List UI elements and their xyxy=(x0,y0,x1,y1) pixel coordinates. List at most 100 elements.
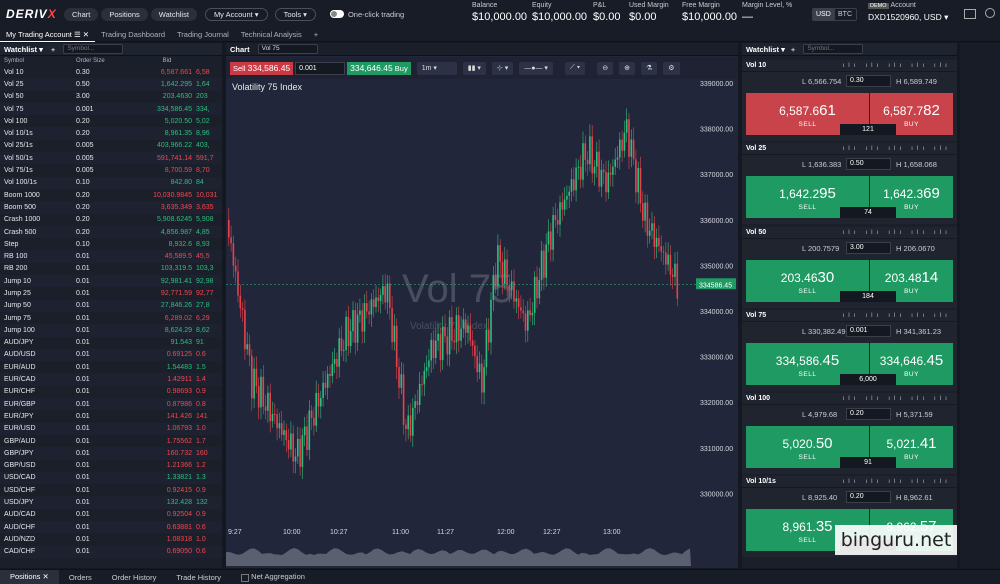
table-row[interactable]: AUD/JPY 0.01 91.543 91 xyxy=(0,336,222,349)
chart-buy-button[interactable]: 334,646.45 Buy xyxy=(347,61,411,75)
table-row[interactable]: Boom 500 0.20 3,635.349 3,635 xyxy=(0,201,222,214)
table-row[interactable]: Jump 50 0.01 27,846.26 27,8 xyxy=(0,299,222,312)
horizontal-line-icon[interactable]: —●— ▾ xyxy=(519,61,553,75)
table-row[interactable]: AUD/CHF 0.01 0.63881 0.6 xyxy=(0,520,222,534)
table-row[interactable]: EUR/JPY 0.01 141.426 141 xyxy=(0,410,222,423)
col-order-size[interactable]: Order Size xyxy=(76,58,105,64)
table-row[interactable]: Vol 10 0.30 6,587.661 6,58 xyxy=(0,66,222,79)
table-row[interactable]: EUR/CAD 0.01 1.42911 1.4 xyxy=(0,373,222,386)
my-account-menu[interactable]: My Account ▾ xyxy=(204,7,268,21)
tab-positions[interactable]: Positions ✕ xyxy=(0,570,59,584)
table-row[interactable]: EUR/AUD 0.01 1.54483 1.5 xyxy=(0,361,222,374)
add-icon[interactable]: + xyxy=(50,44,56,54)
drawing-tool-icon[interactable]: ⟋ ▾ xyxy=(564,61,586,75)
watchlist-toggle-button[interactable]: Watchlist xyxy=(150,7,197,21)
table-row[interactable]: USD/CAD 0.01 1.33821 1.3 xyxy=(0,471,222,485)
table-row[interactable]: Vol 10/1s 0.20 8,961.35 8,96 xyxy=(0,127,222,140)
chart-symbol-input[interactable]: Vol 75 xyxy=(257,44,318,54)
col-symbol[interactable]: Symbol xyxy=(4,58,25,64)
table-row[interactable]: Vol 25 0.50 1,642.295 1,64 xyxy=(0,78,222,91)
btc-currency-button[interactable]: BTC xyxy=(833,8,857,21)
card-quantity-input[interactable]: 0.20 xyxy=(846,491,891,503)
tab-trade-history[interactable]: Trade History xyxy=(176,572,222,582)
card-icons[interactable]: ılı ılı ılı ılı ılı xyxy=(842,395,951,402)
settings-icon[interactable] xyxy=(964,9,976,19)
positions-toggle-button[interactable]: Positions xyxy=(101,7,148,21)
table-row[interactable]: GBP/JPY 0.01 160.732 160 xyxy=(0,447,222,460)
card-icons[interactable]: ılı ılı ılı ılı ılı xyxy=(842,229,951,236)
table-row[interactable]: RB 100 0.01 45,589.5 45,5 xyxy=(0,250,222,263)
chart-quantity-input[interactable]: 0.001 xyxy=(295,61,346,75)
tab-my-trading-account[interactable]: My Trading Account ☰ ✕ xyxy=(0,28,96,42)
table-row[interactable]: Vol 75/1s 0.005 8,700.59 8,70 xyxy=(0,164,222,177)
volume-navigator[interactable] xyxy=(226,548,691,566)
symbol-search-input[interactable]: Symbol... xyxy=(63,44,124,54)
chart-toggle-button[interactable]: Chart xyxy=(64,7,99,21)
chart-sell-button[interactable]: Sell 334,586.45 xyxy=(230,61,294,75)
table-row[interactable]: EUR/USD 0.01 1.06793 1.0 xyxy=(0,422,222,435)
table-row[interactable]: Vol 100 0.20 5,020.50 5,02 xyxy=(0,115,222,128)
candlestick-chart[interactable]: 339000.00 338000.00 337000.00 336000.00 3350… xyxy=(226,43,738,568)
add-tab-icon[interactable]: + xyxy=(313,30,319,39)
table-row[interactable]: AUD/USD 0.01 0.69125 0.6 xyxy=(0,348,222,362)
tab-technical-analysis[interactable]: Technical Analysis xyxy=(240,30,302,39)
table-row[interactable]: Jump 75 0.01 6,289.02 6,29 xyxy=(0,311,222,325)
table-row[interactable]: USD/JPY 0.01 132.428 132 xyxy=(0,496,222,509)
card-quantity-input[interactable]: 0.20 xyxy=(846,408,891,420)
table-row[interactable]: AUD/CAD 0.01 0.92504 0.9 xyxy=(0,508,222,521)
zoom-in-icon[interactable]: ⊕ xyxy=(619,61,635,75)
net-aggregation-checkbox[interactable]: Net Aggregation xyxy=(231,572,315,582)
tab-order-history[interactable]: Order History xyxy=(111,572,157,582)
add-icon[interactable]: + xyxy=(790,44,796,54)
table-row[interactable]: Crash 500 0.20 4,856.987 4,85 xyxy=(0,225,222,239)
account-selector[interactable]: DEMO Account DXD1520960, USD ▾ xyxy=(868,2,949,22)
flask-icon[interactable]: ⚗ xyxy=(640,61,658,75)
table-row[interactable]: EUR/GBP 0.01 0.87986 0.8 xyxy=(0,398,222,411)
table-row[interactable]: CAD/CHF 0.01 0.69050 0.6 xyxy=(0,545,222,558)
indicators-icon[interactable]: ⊹ ▾ xyxy=(491,61,514,75)
tab-trading-journal[interactable]: Trading Journal xyxy=(177,30,229,39)
tab-trading-dashboard[interactable]: Trading Dashboard xyxy=(101,30,165,39)
table-row[interactable]: RB 200 0.01 103,319.5 103,3 xyxy=(0,262,222,276)
candle xyxy=(619,139,621,158)
candle-type-icon[interactable]: ▮▮ ▾ xyxy=(462,61,486,75)
tab-orders[interactable]: Orders xyxy=(68,572,92,582)
table-row[interactable]: Crash 1000 0.20 5,908.6245 5,908 xyxy=(0,213,222,226)
user-icon[interactable] xyxy=(985,8,995,18)
right-symbol-input[interactable]: Symbol... xyxy=(803,44,864,54)
deriv-logo[interactable]: DERIVX xyxy=(6,7,57,21)
timeframe-select[interactable]: 1m ▾ xyxy=(416,61,457,75)
card-icons[interactable]: ılı ılı ılı ılı ılı xyxy=(842,478,951,485)
table-row[interactable]: AUD/NZD 0.01 1.08318 1.0 xyxy=(0,533,222,546)
table-row[interactable]: Vol 25/1s 0.005 403,966.22 403, xyxy=(0,139,222,153)
card-icons[interactable]: ılı ılı ılı ılı ılı xyxy=(842,312,951,319)
table-row[interactable]: Boom 1000 0.20 10,030.9845 10,031 xyxy=(0,188,222,202)
col-bid[interactable]: Bid xyxy=(162,58,172,64)
table-row[interactable]: EUR/CHF 0.01 0.98693 0.9 xyxy=(0,385,222,399)
one-click-trading-toggle[interactable]: One-click trading xyxy=(329,10,404,19)
card-quantity-input[interactable]: 0.50 xyxy=(846,158,891,170)
table-row[interactable]: Step 0.10 8,932.6 8,93 xyxy=(0,238,222,251)
card-quantity-input[interactable]: 0.001 xyxy=(846,325,891,337)
card-quantity-input[interactable]: 0.30 xyxy=(846,75,891,87)
table-row[interactable]: Jump 100 0.01 8,624.29 8,62 xyxy=(0,324,222,337)
table-row[interactable]: Vol 100/1s 0.10 842.80 84 xyxy=(0,176,222,189)
table-row[interactable]: Jump 10 0.01 92,981.41 92,98 xyxy=(0,275,222,288)
table-row[interactable]: GBP/AUD 0.01 1.75562 1.7 xyxy=(0,434,222,448)
table-row[interactable]: Vol 50 3.00 203.4630 203 xyxy=(0,90,222,103)
card-quantity-input[interactable]: 3.00 xyxy=(846,242,891,254)
table-row[interactable]: USD/CHF 0.01 0.92415 0.9 xyxy=(0,484,222,497)
table-row[interactable]: Vol 50/1s 0.005 591,741.14 591,7 xyxy=(0,152,222,165)
zoom-out-icon[interactable]: ⊖ xyxy=(597,61,614,75)
table-row[interactable]: Jump 25 0.01 92,771.59 92,77 xyxy=(0,287,222,300)
buy-button[interactable]: 1,642.369 BUY xyxy=(870,176,953,218)
buy-button[interactable]: 203.4814 BUY xyxy=(870,260,953,302)
table-row[interactable]: GBP/USD 0.01 1.21366 1.2 xyxy=(0,459,222,472)
tools-menu[interactable]: Tools ▾ xyxy=(274,7,316,21)
table-row[interactable]: Vol 75 0.001 334,586.45 334, xyxy=(0,102,222,116)
card-icons[interactable]: ılı ılı ılı ılı ılı xyxy=(842,145,951,152)
chart-settings-icon[interactable]: ⚙ xyxy=(663,61,680,75)
sell-button[interactable]: 334,586.45 SELL xyxy=(746,343,869,385)
usd-currency-button[interactable]: USD xyxy=(812,8,835,21)
card-icons[interactable]: ılı ılı ılı ılı ılı xyxy=(842,62,951,69)
